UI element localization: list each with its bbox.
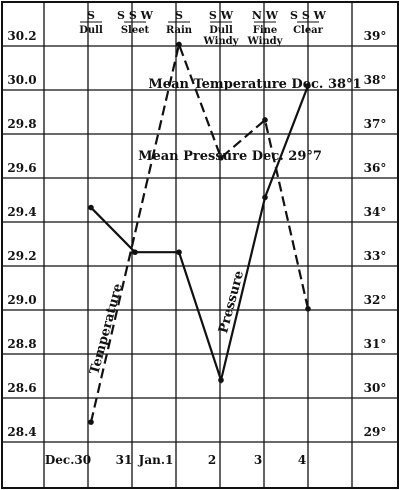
left-tick-label: 29.6 <box>7 161 36 175</box>
weather-condition: Windy <box>203 36 240 47</box>
right-tick-label: 29° <box>364 425 387 439</box>
pressure-point <box>176 249 182 255</box>
weather-condition: Windy <box>247 36 284 47</box>
right-tick-label: 32° <box>364 293 387 307</box>
x-tick-label: Dec.30 <box>45 453 91 467</box>
left-tick-label: 29.8 <box>7 117 36 131</box>
right-tick-label: 31° <box>364 337 387 351</box>
right-tick-label: 38° <box>364 73 387 87</box>
temperature-point <box>262 117 268 123</box>
weather-condition: Rain <box>166 25 193 36</box>
temperature-point <box>88 419 94 425</box>
pressure-point <box>218 377 224 383</box>
x-tick-label: 3 <box>254 453 262 467</box>
wind-direction: S <box>175 9 183 22</box>
pressure-point <box>305 83 311 89</box>
x-tick-label: 4 <box>298 453 306 467</box>
wind-direction: N W <box>252 9 279 22</box>
x-tick-label: 31 <box>116 453 133 467</box>
right-tick-label: 36° <box>364 161 387 175</box>
right-tick-label: 30° <box>364 381 387 395</box>
wind-direction: S S W <box>290 9 327 22</box>
pressure-point <box>88 205 94 211</box>
left-tick-label: 29.0 <box>7 293 36 307</box>
left-tick-label: 30.0 <box>7 73 36 87</box>
left-tick-label: 30.2 <box>7 29 36 43</box>
temperature-point <box>305 306 311 312</box>
weather-condition: Dull <box>79 25 103 36</box>
right-tick-label: 39° <box>364 29 387 43</box>
right-tick-label: 33° <box>364 249 387 263</box>
wind-direction: S S W <box>117 9 154 22</box>
pressure-point <box>132 249 138 255</box>
x-tick-label: 2 <box>208 453 216 467</box>
pressure-point <box>262 195 268 201</box>
temperature-point <box>176 42 182 48</box>
left-tick-label: 28.4 <box>7 425 36 439</box>
weather-condition: Sleet <box>121 25 150 36</box>
x-tick-label: Jan.1 <box>138 453 174 467</box>
right-tick-label: 34° <box>364 205 387 219</box>
weather-condition: Clear <box>293 25 324 36</box>
left-tick-label: 28.6 <box>7 381 36 395</box>
weather-condition: Fine <box>253 25 278 36</box>
wind-direction: S W <box>209 9 234 22</box>
right-tick-label: 37° <box>364 117 387 131</box>
left-tick-label: 29.4 <box>7 205 36 219</box>
temperature-point <box>218 155 224 161</box>
mean-temperature-annotation: Mean Temperature Dec. 38°1 <box>148 77 361 92</box>
left-tick-label: 29.2 <box>7 249 36 263</box>
wind-direction: S <box>87 9 95 22</box>
weather-condition: Dull <box>209 25 233 36</box>
left-tick-label: 28.8 <box>7 337 36 351</box>
